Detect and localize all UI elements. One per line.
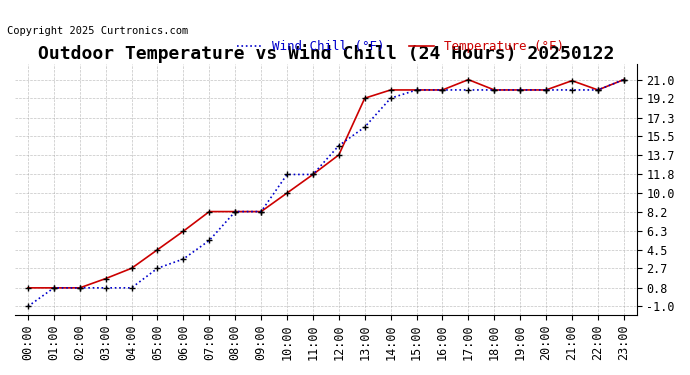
Text: Copyright 2025 Curtronics.com: Copyright 2025 Curtronics.com xyxy=(7,26,188,36)
Legend: Wind Chill (°F), Temperature (°F): Wind Chill (°F), Temperature (°F) xyxy=(232,35,569,58)
Title: Outdoor Temperature vs Wind Chill (24 Hours) 20250122: Outdoor Temperature vs Wind Chill (24 Ho… xyxy=(38,44,614,63)
